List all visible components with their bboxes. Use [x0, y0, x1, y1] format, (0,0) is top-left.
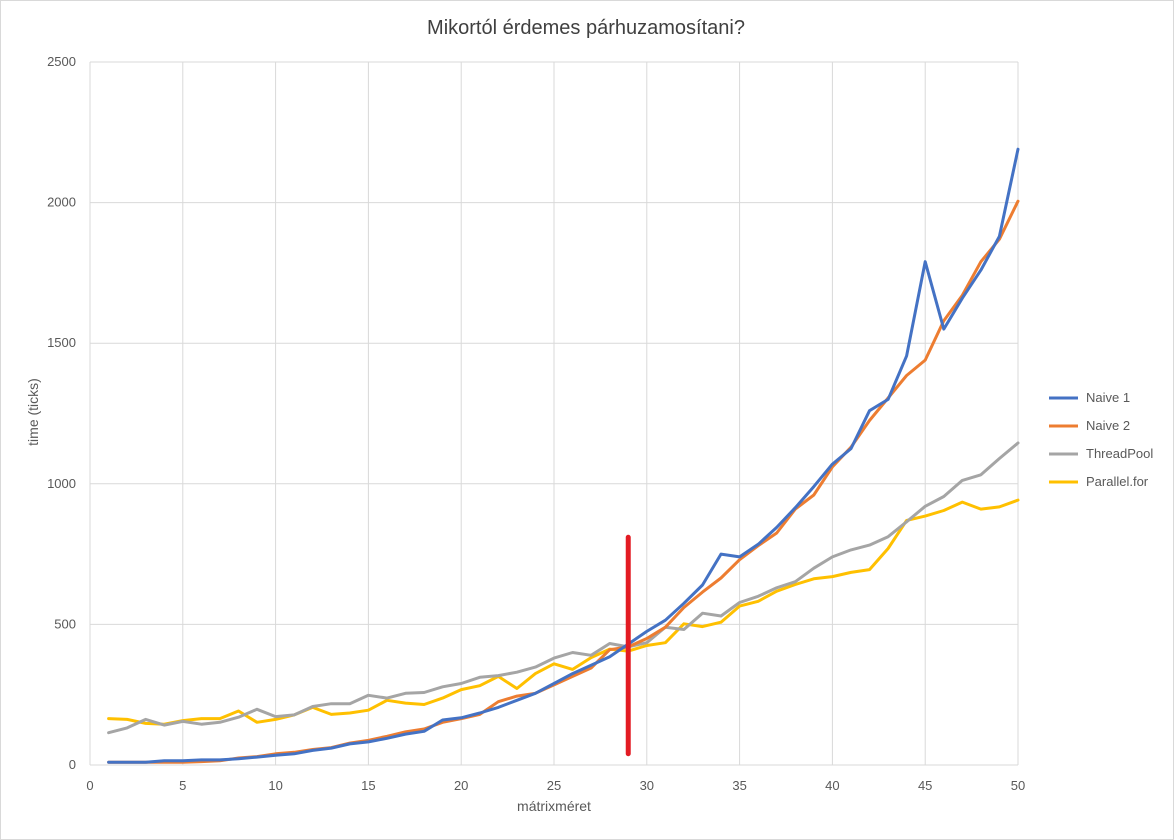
y-axis-label: time (ticks) — [25, 378, 41, 446]
y-tick-label: 500 — [54, 616, 76, 631]
series-line-parallel-for — [107, 498, 1020, 726]
legend: Naive 1 Naive 2 ThreadPool Parallel.for — [1049, 390, 1153, 489]
x-tick-label: 15 — [361, 778, 375, 793]
y-tick-label: 1000 — [47, 476, 76, 491]
x-tick-label: 10 — [268, 778, 282, 793]
x-tick-label: 5 — [179, 778, 186, 793]
x-tick-label: 35 — [732, 778, 746, 793]
series-line-naive-1 — [107, 147, 1020, 764]
x-tick-label: 50 — [1011, 778, 1025, 793]
y-tick-label: 0 — [69, 757, 76, 772]
x-tick-label: 25 — [547, 778, 561, 793]
x-tick-label: 0 — [86, 778, 93, 793]
x-tick-label: 30 — [640, 778, 654, 793]
y-axis-ticks: 0 500 1000 1500 2000 2500 — [47, 54, 76, 772]
gridlines — [89, 61, 1019, 766]
y-tick-label: 1500 — [47, 335, 76, 350]
x-tick-label: 45 — [918, 778, 932, 793]
chart-title: Mikortól érdemes párhuzamosítani? — [427, 17, 745, 39]
series-lines — [107, 147, 1020, 764]
y-tick-label: 2000 — [47, 195, 76, 210]
legend-label: Parallel.for — [1086, 474, 1149, 489]
legend-label: Naive 1 — [1086, 390, 1130, 405]
x-axis-label: mátrixméret — [517, 798, 591, 814]
series-line-threadpool — [107, 441, 1020, 735]
x-axis-ticks: 0 5 10 15 20 25 30 35 40 45 50 — [86, 778, 1025, 793]
y-tick-label: 2500 — [47, 54, 76, 69]
x-tick-label: 20 — [454, 778, 468, 793]
x-tick-label: 40 — [825, 778, 839, 793]
legend-label: ThreadPool — [1086, 446, 1153, 461]
legend-label: Naive 2 — [1086, 418, 1130, 433]
